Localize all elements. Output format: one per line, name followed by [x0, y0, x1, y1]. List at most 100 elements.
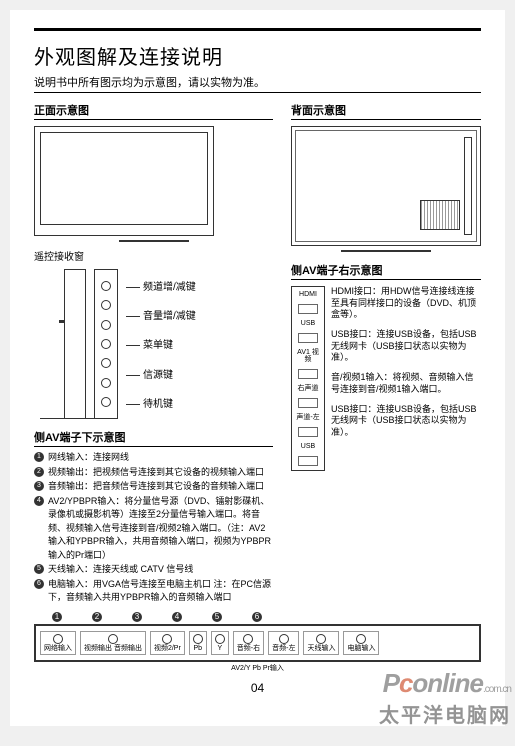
list-item: 5 天线输入：连接天线或 CATV 信号线 [34, 563, 273, 577]
port-lab: 右声道 [298, 385, 319, 392]
page-number: 04 [34, 681, 481, 695]
ir-receiver-label: 遥控接收窗 [34, 248, 273, 263]
connector: Pb [189, 631, 207, 655]
connector-label: 视频2/Pr [154, 645, 181, 652]
port-icon [243, 634, 253, 644]
num-badge: 1 [52, 612, 62, 622]
connector: 视频输出 音频输出 [80, 631, 146, 655]
side-buttons-diagram: 频道增/减键 音量增/减键 菜单键 信源键 待机键 [34, 269, 273, 419]
list-text: 网线输入：连接网线 [48, 451, 273, 465]
btn-icon [101, 300, 111, 310]
port-desc-item: USB接口：连接USB设备，包括USB无线网卡（USB接口状态以实物为准）。 [331, 329, 481, 364]
port-icon [356, 634, 366, 644]
back-view-label: 背面示意图 [291, 102, 481, 120]
tv-front-diagram [34, 126, 214, 236]
left-column: 正面示意图 遥控接收窗 频道增/减键 音量增/ [34, 101, 273, 606]
connector-label: 网络输入 [44, 645, 72, 652]
port-lab: 声道-左 [296, 414, 319, 421]
two-column-layout: 正面示意图 遥控接收窗 频道增/减键 音量增/ [34, 101, 481, 606]
port-descriptions: HDMI接口：用HDW信号连接线连接至具有同样接口的设备（DVD、机顶盒等）。 … [331, 286, 481, 471]
port-lab: USB [301, 443, 315, 450]
connector: 音频-右 [233, 631, 264, 655]
port-icon [298, 304, 318, 314]
port-icon [298, 427, 318, 437]
list-num: 3 [34, 481, 44, 491]
list-item: 6 电脑输入：用VGA信号连接至电脑主机口 注：在PC信源下，音频输入共用YPBP… [34, 578, 273, 605]
btn-label: 待机键 [126, 395, 196, 410]
btn-label: 音量增/减键 [126, 307, 196, 322]
list-item: 2 视频输出：把视频信号连接到其它设备的视频输入端口 [34, 466, 273, 480]
list-num: 2 [34, 467, 44, 477]
page-title: 外观图解及连接说明 [34, 41, 481, 70]
btn-icon [101, 339, 111, 349]
list-num: 5 [34, 564, 44, 574]
btn-label: 菜单键 [126, 336, 196, 351]
num-badge: 5 [212, 612, 222, 622]
button-strip [94, 269, 118, 419]
port-icon [108, 634, 118, 644]
connector-numbers: 1 2 3 4 5 6 [34, 612, 481, 622]
right-ports-label: 侧AV端子右示意图 [291, 262, 481, 280]
connector-label: 音频-右 [237, 645, 260, 652]
connector-sublabel: AV2/Y Pb Pr输入 [34, 663, 481, 673]
btn-icon [101, 358, 111, 368]
port-icon [162, 634, 172, 644]
tv-side-profile [64, 269, 86, 419]
connector-label: 电脑输入 [347, 645, 375, 652]
port-lab: AV1 视频 [294, 349, 322, 363]
side-port-panel [464, 137, 472, 235]
port-icon [193, 634, 203, 644]
list-num: 6 [34, 579, 44, 589]
speaker-mesh [420, 200, 460, 230]
port-icon [53, 634, 63, 644]
bottom-ports-list: 1 网线输入：连接网线 2 视频输出：把视频信号连接到其它设备的视频输入端口 3 音频… [34, 451, 273, 605]
list-text: 电脑输入：用VGA信号连接至电脑主机口 注：在PC信源下，音频输入共用YPBPR… [48, 578, 273, 605]
connector-label: 视频输出 音频输出 [84, 645, 142, 652]
port-desc-item: HDMI接口：用HDW信号连接线连接至具有同样接口的设备（DVD、机顶盒等）。 [331, 286, 481, 321]
port-icon [298, 369, 318, 379]
port-desc-item: USB接口：连接USB设备，包括USB无线网卡（USB接口状态以实物为准）。 [331, 404, 481, 439]
front-view-label: 正面示意图 [34, 102, 273, 120]
port-strip: HDMI USB AV1 视频 右声道 声道-左 USB [291, 286, 325, 471]
manual-page: 外观图解及连接说明 说明书中所有图示均为示意图，请以实物为准。 正面示意图 遥控… [10, 10, 505, 726]
port-icon [215, 634, 225, 644]
num-badge: 6 [252, 612, 262, 622]
bottom-connector-strip: 1 2 3 4 5 6 网络输入 视频输出 音频输出 视频2/Pr Pb Y 音… [34, 612, 481, 673]
connector-label: 音频-左 [272, 645, 295, 652]
list-num: 4 [34, 496, 44, 506]
port-icon [298, 398, 318, 408]
port-icon [298, 333, 318, 343]
port-icon [316, 634, 326, 644]
list-text: AV2/YPBPR输入：将分量信号源（DVD、镭射影碟机、录像机或摄影机等）连接… [48, 495, 273, 563]
tv-stand [119, 240, 189, 242]
top-rule [34, 28, 481, 31]
num-badge: 4 [172, 612, 182, 622]
list-item: 3 音频输出：把音频信号连接到其它设备的音频输入端口 [34, 480, 273, 494]
connector-row: 网络输入 视频输出 音频输出 视频2/Pr Pb Y 音频-右 音频-左 天线输… [34, 624, 481, 662]
list-text: 音频输出：把音频信号连接到其它设备的音频输入端口 [48, 480, 273, 494]
tv-stand [341, 250, 431, 252]
btn-icon [101, 320, 111, 330]
list-text: 天线输入：连接天线或 CATV 信号线 [48, 563, 273, 577]
page-subtitle: 说明书中所有图示均为示意图，请以实物为准。 [34, 74, 481, 90]
list-item: 1 网线输入：连接网线 [34, 451, 273, 465]
port-icon [298, 456, 318, 466]
connector: 电脑输入 [343, 631, 379, 655]
port-lab: HDMI [299, 291, 317, 298]
num-badge: 3 [132, 612, 142, 622]
connector-label: Pb [194, 645, 203, 652]
port-desc-item: 音/视频1输入：将视频、音频输入信号连接到音/视频1输入端口。 [331, 372, 481, 395]
sub-rule [34, 92, 481, 93]
right-ports-diagram: HDMI USB AV1 视频 右声道 声道-左 USB HDMI接口：用HDW… [291, 286, 481, 471]
connector: 天线输入 [303, 631, 339, 655]
connector: 音频-左 [268, 631, 299, 655]
list-text: 视频输出：把视频信号连接到其它设备的视频输入端口 [48, 466, 273, 480]
list-num: 1 [34, 452, 44, 462]
button-labels: 频道增/减键 音量增/减键 菜单键 信源键 待机键 [126, 269, 196, 419]
port-icon [279, 634, 289, 644]
btn-icon [101, 378, 111, 388]
btn-label: 频道增/减键 [126, 278, 196, 293]
btn-icon [101, 397, 111, 407]
btn-icon [101, 281, 111, 291]
connector: 视频2/Pr [150, 631, 185, 655]
